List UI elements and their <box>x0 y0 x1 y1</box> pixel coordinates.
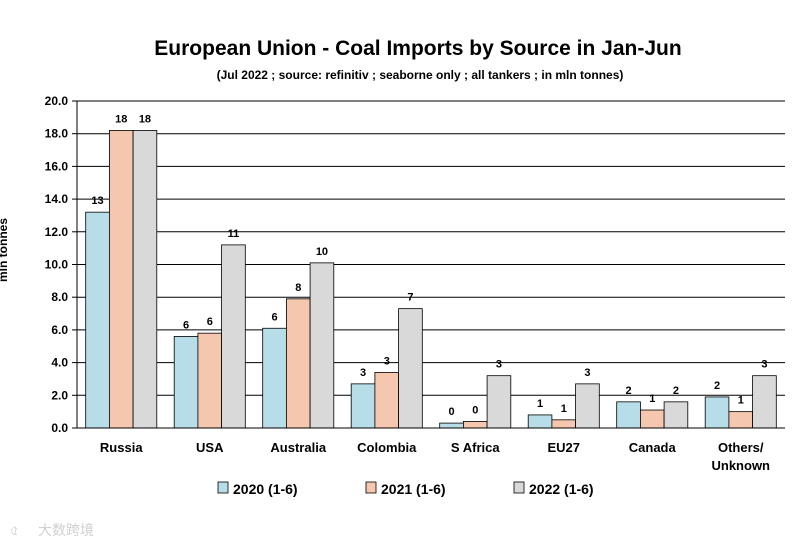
x-tick-label: Unknown <box>712 458 771 473</box>
bar <box>663 401 689 429</box>
x-tick-label: USA <box>196 440 224 455</box>
bar <box>616 401 641 429</box>
data-label: 3 <box>360 367 366 379</box>
data-label: 8 <box>295 282 301 294</box>
bar <box>527 414 553 429</box>
data-label: 1 <box>561 403 567 415</box>
bar <box>575 383 600 429</box>
watermark-logo-icon: ৫ <box>10 523 19 539</box>
data-label: 3 <box>584 367 590 379</box>
axes <box>76 101 785 429</box>
legend-swatch <box>217 481 229 494</box>
data-label: 0 <box>472 404 478 416</box>
data-label: 2 <box>714 380 720 392</box>
bar <box>109 130 134 429</box>
bar <box>462 421 488 429</box>
y-tick-label: 2.0 <box>51 388 68 402</box>
bar <box>486 375 512 429</box>
x-tick-label: S Africa <box>451 440 500 455</box>
x-tick-label: EU27 <box>547 440 580 455</box>
bar <box>398 308 423 429</box>
data-label: 2 <box>625 385 631 397</box>
y-tick-label: 20.0 <box>45 94 69 108</box>
y-tick-label: 10.0 <box>45 258 69 272</box>
x-tick-label: Canada <box>629 440 677 455</box>
x-tick-label: Russia <box>100 440 143 455</box>
watermark: ৫ 大数跨境 <box>10 523 94 539</box>
data-label: 6 <box>271 311 277 323</box>
bar <box>439 422 464 429</box>
data-label: 1 <box>537 398 543 410</box>
chart-title: European Union - Coal Imports by Source … <box>154 37 681 60</box>
y-axis-ticks: 0.0 2.0 4.0 6.0 8.0 10.0 12.0 14.0 16.0 18.0 20.0 <box>45 94 77 435</box>
bar <box>752 375 777 429</box>
data-label: 7 <box>407 292 413 304</box>
x-tick-label: Colombia <box>357 440 417 455</box>
y-tick-label: 6.0 <box>51 323 68 337</box>
y-tick-label: 8.0 <box>51 290 68 304</box>
x-tick-label: Australia <box>270 440 326 455</box>
y-axis-label: mln tonnes <box>0 218 10 282</box>
data-label: 1 <box>738 395 744 407</box>
y-tick-label: 16.0 <box>45 159 69 173</box>
y-tick-label: 0.0 <box>51 421 68 435</box>
bar <box>551 419 577 429</box>
bar <box>85 211 110 429</box>
data-label: 10 <box>316 246 328 258</box>
y-tick-label: 4.0 <box>51 356 68 370</box>
bar <box>262 327 287 429</box>
data-label: 6 <box>183 319 189 331</box>
bar <box>221 244 246 429</box>
legend-swatch <box>365 481 377 494</box>
bar <box>285 298 311 429</box>
bar <box>640 409 665 429</box>
bar <box>173 336 199 429</box>
bar <box>350 383 376 429</box>
legend-label: 2021 (1-6) <box>381 481 446 497</box>
data-label: 3 <box>761 359 767 371</box>
data-label: 18 <box>139 113 151 125</box>
x-tick-label: Others/ <box>718 440 764 455</box>
data-label: 11 <box>228 228 240 240</box>
bar <box>309 262 335 429</box>
chart-subtitle: (Jul 2022 ; source: refinitiv ; seaborne… <box>217 68 624 82</box>
bar <box>132 130 158 429</box>
legend: 2020 (1-6) 2021 (1-6) 2022 (1-6) <box>217 481 594 497</box>
data-label: 6 <box>207 316 213 328</box>
data-label: 3 <box>496 359 502 371</box>
data-label: 0 <box>448 406 454 418</box>
legend-swatch <box>513 481 525 494</box>
legend-label: 2020 (1-6) <box>233 481 298 497</box>
data-label: 3 <box>384 355 390 367</box>
y-tick-label: 12.0 <box>45 225 69 239</box>
y-tick-label: 14.0 <box>45 192 69 206</box>
bar <box>197 332 222 429</box>
legend-label: 2022 (1-6) <box>529 481 594 497</box>
data-label: 18 <box>115 113 127 125</box>
bars <box>85 130 777 429</box>
x-axis-ticks: Russia USA Australia Colombia S Africa EU27 Ca… <box>100 440 770 473</box>
bar <box>374 372 399 429</box>
y-tick-label: 18.0 <box>45 127 69 141</box>
data-label: 2 <box>673 385 679 397</box>
watermark-text: 大数跨境 <box>38 523 94 539</box>
data-label: 1 <box>649 393 655 405</box>
data-label: 13 <box>91 195 103 207</box>
bar <box>704 396 730 429</box>
bar <box>728 411 754 429</box>
